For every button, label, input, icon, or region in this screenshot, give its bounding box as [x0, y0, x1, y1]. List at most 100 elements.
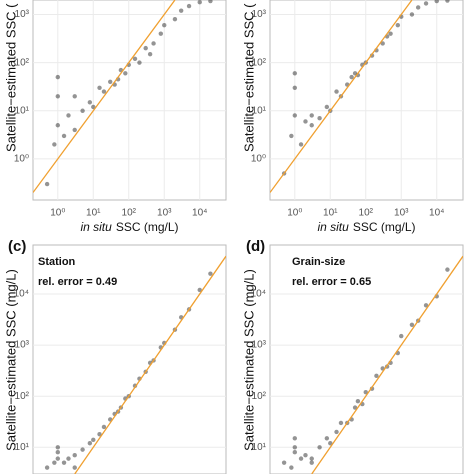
point	[423, 1, 429, 6]
point	[172, 16, 178, 22]
point	[158, 31, 164, 36]
point	[317, 445, 322, 450]
point	[197, 287, 202, 293]
y-tick-label: 10³	[15, 340, 30, 351]
x-axis-label: in situ SSC (mg/L)	[80, 220, 178, 234]
point	[309, 123, 314, 128]
point	[292, 445, 298, 450]
point	[97, 432, 102, 437]
y-tick-label: 10³	[252, 9, 267, 20]
y-tick-label: 10²	[252, 391, 267, 402]
point	[61, 133, 67, 139]
point	[395, 22, 401, 28]
y-tick-label: 10³	[15, 9, 30, 20]
point	[309, 460, 314, 465]
x-tick-label: 10²	[359, 208, 374, 219]
x-axis-label-italic: in situ	[317, 220, 349, 234]
point	[80, 108, 85, 113]
point	[423, 303, 429, 308]
point	[338, 420, 344, 426]
point	[309, 113, 314, 118]
point	[91, 437, 96, 443]
point	[292, 71, 298, 76]
point	[186, 3, 192, 9]
point	[349, 74, 354, 80]
point	[352, 71, 358, 76]
point	[292, 436, 298, 441]
x-tick-label: 10¹	[86, 208, 101, 219]
y-axis-label: Satellite−estimated SSC (mg/L)	[3, 269, 18, 451]
point	[434, 0, 439, 4]
point	[55, 445, 61, 450]
y-tick-label: 10¹	[15, 442, 30, 453]
point	[72, 94, 77, 99]
points	[33, 0, 213, 193]
y-tick-label: 10²	[15, 57, 30, 68]
point	[334, 89, 339, 94]
one-to-one-line	[270, 0, 413, 193]
x-axis-label-unit: SSC (mg/L)	[116, 220, 179, 234]
y-tick-label: 10⁰	[14, 154, 29, 165]
point	[101, 89, 107, 94]
point	[324, 436, 330, 441]
point	[66, 456, 71, 461]
plot-area	[32, 244, 227, 474]
y-tick-label: 10¹	[252, 105, 267, 116]
x-axis-label-unit: SSC (mg/L)	[353, 220, 416, 234]
error-label: rel. error = 0.49	[38, 276, 117, 288]
panel: 10⁰ 10¹ 10² 10³ 10⁰ 10¹ 10² 10³ 10⁴ Satellite−est…	[241, 0, 464, 234]
point	[292, 450, 298, 455]
point	[328, 441, 333, 446]
point	[72, 127, 77, 133]
y-axis-label: Satellite−estimated SSC (	[241, 3, 256, 152]
point	[66, 113, 71, 118]
point	[374, 373, 379, 379]
point	[97, 85, 102, 90]
x-tick-label: 10³	[157, 208, 172, 219]
point	[55, 123, 61, 128]
point	[44, 181, 50, 187]
points	[281, 255, 463, 474]
error-label: rel. error = 0.65	[292, 276, 371, 288]
point	[143, 45, 148, 51]
x-tick-label: 10⁴	[192, 208, 207, 219]
point	[334, 429, 339, 435]
point	[317, 116, 322, 121]
point	[72, 452, 77, 458]
one-to-one-line	[33, 0, 176, 193]
x-tick-label: 10⁴	[429, 208, 444, 219]
y-tick-label: 10⁴	[251, 289, 266, 300]
y-tick-label: 10¹	[15, 105, 30, 116]
point	[281, 460, 287, 465]
point	[197, 0, 202, 5]
y-tick-label: 10⁰	[251, 154, 266, 165]
y-tick-label: 10³	[252, 340, 267, 351]
point	[44, 465, 50, 470]
point	[55, 74, 61, 80]
point	[147, 51, 153, 57]
point	[123, 71, 128, 76]
point	[91, 104, 96, 110]
point	[55, 94, 61, 99]
y-tick-label: 10⁴	[14, 289, 29, 300]
point	[55, 456, 61, 461]
y-axis-label: Satellite−estimated SSC (mg/L)	[241, 269, 256, 451]
point	[303, 119, 308, 124]
point	[87, 100, 93, 105]
point	[208, 271, 213, 276]
x-axis-label-italic: in situ	[80, 220, 112, 234]
point	[52, 460, 57, 465]
points	[270, 0, 450, 193]
panel-label: (c)	[8, 238, 26, 255]
point	[445, 0, 450, 3]
one-to-one-line	[311, 255, 463, 474]
point	[208, 0, 213, 4]
point	[178, 8, 184, 13]
point	[289, 133, 294, 139]
point	[445, 267, 450, 272]
point	[309, 456, 314, 461]
method-label: Grain-size	[292, 256, 345, 268]
